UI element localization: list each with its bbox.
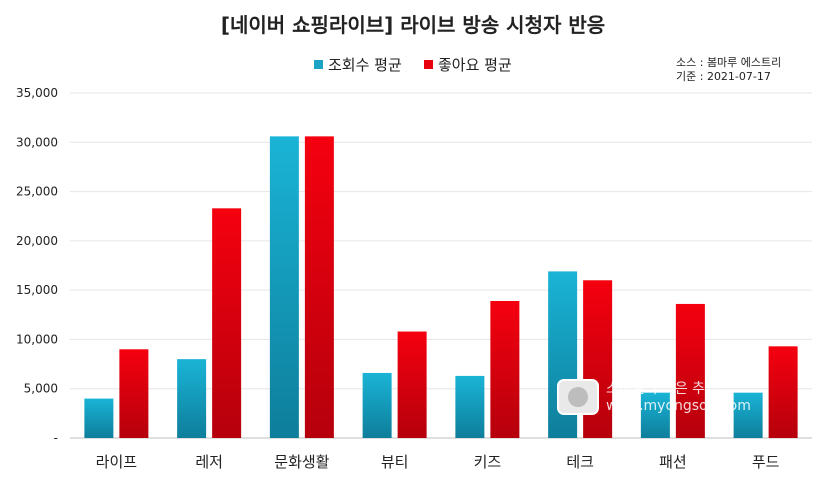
- bar-likes-7: [768, 346, 798, 438]
- bar-likes-0: [119, 349, 149, 438]
- bar-views-1: [177, 359, 207, 438]
- bar-likes-2: [304, 136, 334, 438]
- watermark: 스마일의 작은 추억 www.myongsob.com: [557, 379, 751, 415]
- y-tick-label: 35,000: [16, 86, 58, 100]
- y-tick-label: 10,000: [16, 332, 58, 346]
- date-line: 기준 : 2021-07-17: [676, 70, 771, 83]
- x-tick-label: 문화생활: [274, 453, 329, 471]
- bar-views-3: [362, 372, 392, 438]
- x-tick-label: 테크: [566, 453, 594, 471]
- bar-likes-1: [212, 208, 242, 438]
- y-tick-label: 15,000: [16, 283, 58, 297]
- bar-views-7: [733, 392, 763, 438]
- legend: 조회수 평균 좋아요 평균: [314, 56, 512, 74]
- y-tick-label: 5,000: [24, 382, 58, 396]
- y-tick-label: 30,000: [16, 135, 58, 149]
- bar-likes-4: [490, 300, 520, 438]
- bar-likes-6: [675, 303, 705, 438]
- watermark-title: 스마일의 작은 추억: [606, 381, 718, 397]
- watermark-url: www.myongsob.com: [606, 398, 751, 414]
- source-note: 소스 : 봄마루 에스트리 기준 : 2021-07-17: [676, 56, 781, 83]
- bar-views-6: [640, 392, 670, 438]
- x-tick-label: 레저: [195, 453, 223, 471]
- bars: [84, 136, 798, 438]
- source-line: 소스 : 봄마루 에스트리: [676, 56, 781, 69]
- y-tick-label: 25,000: [16, 185, 58, 199]
- bar-views-4: [455, 375, 485, 438]
- x-tick-label: 패션: [659, 453, 687, 471]
- y-axis: - 5,000 10,000 15,000 20,000 25,000 30,000 35,0…: [16, 86, 58, 445]
- y-tick-label: 20,000: [16, 234, 58, 248]
- legend-label-likes: 좋아요 평균: [438, 56, 512, 74]
- y-tick-label: -: [54, 431, 58, 445]
- bar-views-2: [269, 136, 299, 438]
- chart-title: [네이버 쇼핑라이브] 라이브 방송 시청자 반응: [221, 13, 605, 37]
- x-axis: 라이프 레저 문화생활 뷰티 키즈 테크 패션 푸드: [96, 453, 780, 471]
- x-tick-label: 푸드: [752, 453, 780, 471]
- legend-swatch-views: [314, 60, 323, 69]
- x-tick-label: 키즈: [474, 453, 502, 471]
- x-tick-label: 라이프: [96, 453, 138, 471]
- x-tick-label: 뷰티: [381, 453, 409, 471]
- bar-likes-3: [397, 331, 427, 438]
- bar-views-0: [84, 398, 114, 438]
- legend-swatch-likes: [424, 60, 433, 69]
- legend-label-views: 조회수 평균: [328, 56, 402, 74]
- watermark-face-icon: [568, 387, 588, 407]
